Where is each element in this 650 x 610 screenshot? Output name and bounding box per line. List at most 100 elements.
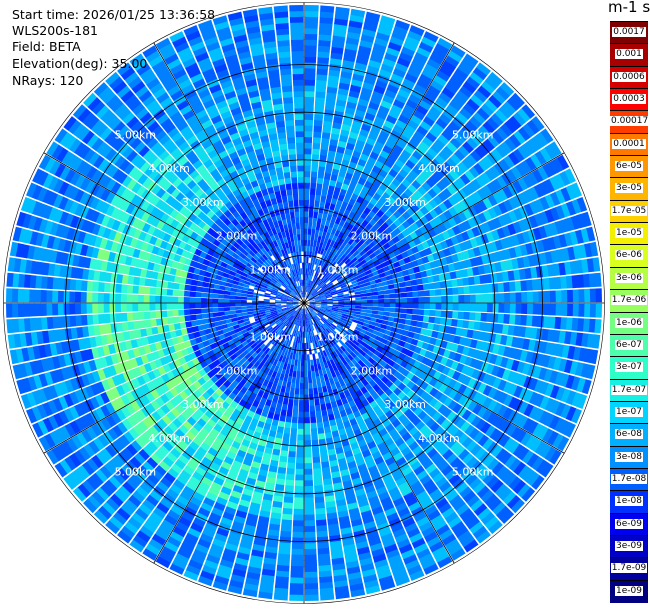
beta-gate bbox=[294, 388, 300, 395]
beta-gate bbox=[114, 303, 122, 313]
beta-gate bbox=[495, 465, 509, 479]
beta-gate bbox=[328, 284, 334, 289]
beta-gate bbox=[470, 444, 482, 456]
beta-gate bbox=[314, 316, 319, 322]
beta-gate bbox=[485, 273, 493, 284]
beta-gate bbox=[417, 290, 425, 297]
beta-gate bbox=[394, 266, 403, 273]
beta-gate bbox=[418, 303, 425, 309]
beta-gate bbox=[503, 381, 513, 394]
beta-gate bbox=[401, 164, 412, 174]
beta-gate bbox=[317, 320, 323, 327]
beta-gate bbox=[327, 273, 333, 279]
beta-gate bbox=[401, 395, 411, 405]
beta-gate bbox=[307, 274, 310, 281]
beta-gate bbox=[415, 378, 425, 387]
beta-gate bbox=[291, 554, 304, 561]
beta-gate bbox=[240, 303, 247, 307]
beta-gate bbox=[392, 322, 400, 328]
beta-gate bbox=[363, 22, 378, 32]
beta-gate bbox=[366, 272, 374, 279]
beta-gate bbox=[374, 115, 386, 125]
beta-gate bbox=[482, 385, 493, 397]
beta-gate bbox=[304, 594, 319, 601]
beta-gate bbox=[304, 102, 314, 109]
beta-gate bbox=[312, 282, 317, 289]
beta-gate bbox=[318, 266, 323, 273]
beta-gate bbox=[394, 187, 404, 197]
beta-gate bbox=[532, 291, 540, 303]
beta-gate bbox=[429, 337, 437, 346]
beta-gate bbox=[385, 325, 393, 332]
beta-gate bbox=[334, 284, 341, 289]
beta-gate bbox=[555, 386, 566, 401]
beta-gate bbox=[304, 262, 306, 269]
beta-gate bbox=[441, 303, 448, 311]
beta-gate bbox=[390, 405, 400, 415]
beta-gate bbox=[291, 548, 304, 556]
beta-gate bbox=[508, 210, 518, 223]
beta-gate bbox=[543, 368, 553, 382]
beta-gate bbox=[189, 309, 196, 315]
beta-gate bbox=[534, 150, 547, 165]
beta-gate bbox=[363, 334, 371, 341]
beta-gate bbox=[286, 468, 295, 475]
beta-gate bbox=[494, 261, 503, 272]
beta-gate bbox=[310, 411, 316, 418]
beta-gate bbox=[460, 328, 469, 338]
beta-gate bbox=[349, 303, 356, 306]
beta-gate bbox=[304, 365, 308, 373]
beta-gate bbox=[385, 173, 395, 183]
beta-gate bbox=[307, 268, 310, 275]
beta-gate bbox=[340, 129, 350, 137]
beta-gate bbox=[378, 272, 386, 278]
beta-gate bbox=[291, 416, 298, 424]
beta-gate bbox=[321, 300, 328, 303]
beta-gate bbox=[360, 312, 367, 316]
beta-gate bbox=[309, 245, 313, 253]
beta-gate bbox=[438, 91, 452, 104]
beta-gate bbox=[524, 267, 532, 279]
beta-gate bbox=[324, 311, 332, 315]
beta-gate bbox=[389, 268, 397, 275]
beta-gate bbox=[481, 254, 489, 265]
beta-gate bbox=[189, 297, 196, 303]
beta-gate bbox=[313, 240, 317, 247]
beta-gate bbox=[580, 363, 590, 378]
beta-gate bbox=[313, 119, 323, 127]
beta-gate bbox=[534, 213, 544, 227]
beta-gate bbox=[171, 303, 179, 310]
beta-gate bbox=[341, 352, 348, 359]
beta-gate bbox=[350, 193, 359, 201]
beta-gate bbox=[461, 469, 474, 482]
beta-gate bbox=[364, 360, 373, 368]
beta-gate bbox=[131, 303, 139, 312]
beta-gate bbox=[423, 428, 434, 440]
beta-gate bbox=[304, 457, 312, 464]
beta-gate bbox=[435, 476, 448, 489]
beta-gate bbox=[457, 222, 467, 233]
beta-gate bbox=[383, 344, 391, 352]
beta-gate bbox=[326, 155, 335, 163]
beta-gate bbox=[172, 309, 179, 317]
beta-gate bbox=[328, 274, 334, 280]
beta-gate bbox=[508, 347, 517, 359]
beta-gate bbox=[353, 316, 360, 321]
beta-gate bbox=[206, 298, 213, 303]
beta-gate bbox=[560, 404, 572, 419]
beta-gate bbox=[416, 125, 429, 136]
beta-gate bbox=[344, 235, 352, 243]
beta-gate bbox=[388, 205, 398, 214]
beta-gate bbox=[531, 315, 539, 327]
beta-gate bbox=[396, 400, 406, 410]
beta-gate bbox=[395, 298, 402, 303]
beta-gate bbox=[527, 420, 539, 435]
beta-gate bbox=[405, 174, 415, 184]
beta-gate bbox=[68, 303, 76, 315]
beta-gate bbox=[314, 234, 319, 242]
beta-gate bbox=[511, 92, 525, 108]
beta-gate bbox=[413, 266, 421, 274]
beta-gate bbox=[503, 282, 511, 292]
beta-gate bbox=[315, 304, 322, 307]
beta-gate bbox=[318, 206, 324, 214]
